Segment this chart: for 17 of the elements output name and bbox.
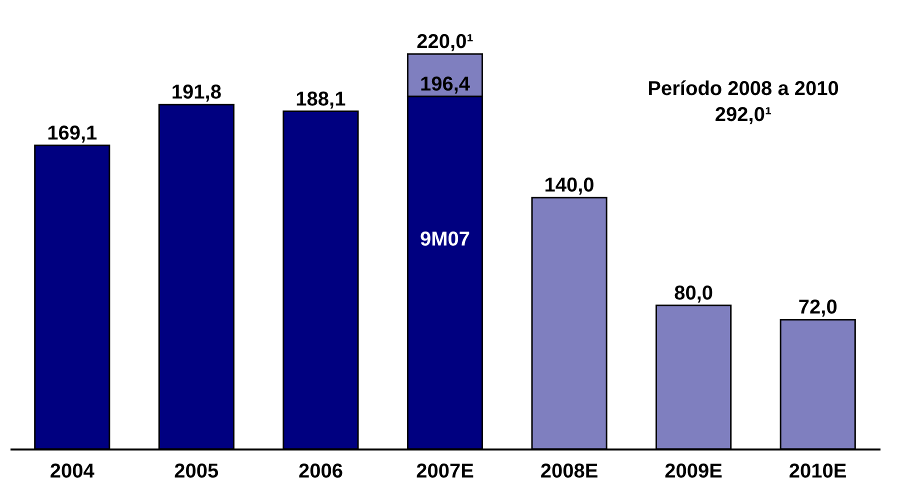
data-label: 196,4: [420, 73, 471, 96]
x-tick-label: 2010E: [788, 460, 847, 482]
annotation: 9M07: [420, 228, 470, 251]
data-label: 140,0: [544, 174, 594, 197]
data-label: 169,1: [47, 122, 98, 144]
data-label: 188,1: [296, 88, 346, 110]
total-label: 220,0¹: [416, 31, 474, 53]
data-label: 80,0: [674, 282, 714, 304]
annotation: Período 2008 a 2010 292,0¹: [648, 78, 839, 126]
x-tick-label: 2006: [298, 460, 343, 482]
x-tick-label: 2008E: [540, 460, 598, 482]
data-label: 191,8: [171, 82, 222, 104]
x-tick-label: 2004: [50, 460, 96, 482]
x-tick-label: 2009E: [664, 460, 722, 482]
x-tick-label: 2007E: [416, 460, 474, 482]
data-label: 72,0: [798, 296, 838, 319]
x-tick-label: 2005: [174, 460, 219, 482]
